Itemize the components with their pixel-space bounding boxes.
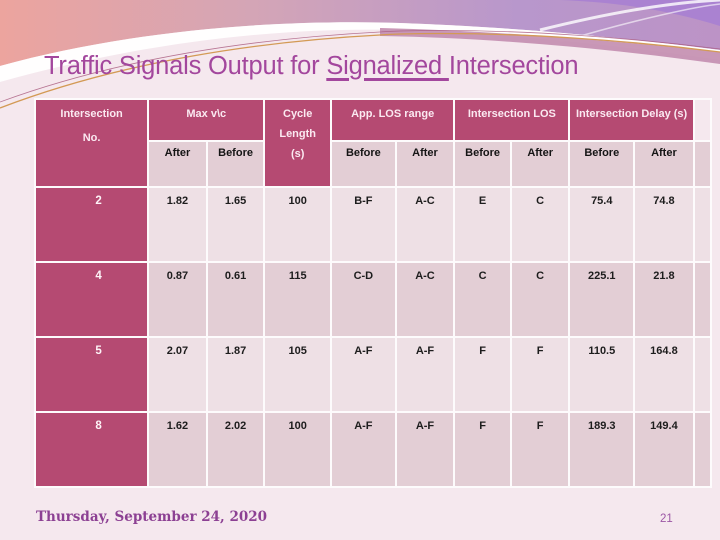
table-header-row: Intersection No. Max v\c Cycle Length (s…	[36, 100, 710, 186]
data-cell: A-F	[332, 413, 395, 486]
subheader-cell-after: After	[635, 142, 693, 186]
data-cell: 100	[265, 413, 331, 486]
data-cell: 75.4	[570, 188, 634, 261]
data-cell: 100	[265, 188, 331, 261]
table-row: 8 1.62 2.02 100 A-F A-F F F 189.3 149.4	[36, 413, 710, 486]
data-cell: 115	[265, 263, 331, 336]
decoration-white-streak-1	[539, 0, 720, 32]
data-cell: 2.07	[149, 338, 206, 411]
filler-cell	[694, 142, 710, 186]
data-cell: 1.62	[149, 413, 206, 486]
title-underlined-word: Signalized	[326, 52, 449, 80]
data-cell: E	[455, 188, 510, 261]
header-cell-intersection-no: Intersection No.	[36, 100, 148, 186]
subheader-cell-before: Before	[455, 142, 510, 186]
subheader-cell-before: Before	[207, 142, 264, 186]
data-cell: 1.87	[207, 338, 264, 411]
data-cell: 189.3	[570, 413, 634, 486]
data-cell: A-F	[332, 338, 395, 411]
data-cell: A-C	[396, 188, 454, 261]
decoration-white-streak-2	[559, 3, 720, 43]
header-label-line: No.	[82, 131, 101, 144]
table-row: 2 1.82 1.65 100 B-F A-C E C 75.4 74.8	[36, 188, 710, 261]
data-cell: 74.8	[635, 188, 693, 261]
data-cell: A-F	[396, 338, 454, 411]
row-header-cell: 5	[36, 338, 148, 411]
data-cell: 149.4	[635, 413, 693, 486]
data-cell: F	[455, 413, 510, 486]
subheader-cell-after: After	[396, 142, 454, 186]
footer-date: Thursday, September 24, 2020	[36, 509, 268, 525]
subheader-cell-before: Before	[570, 142, 634, 186]
results-table: Intersection No. Max v\c Cycle Length (s…	[34, 98, 712, 488]
data-cell: C	[511, 263, 569, 336]
data-cell: A-F	[396, 413, 454, 486]
page-title: Traffic Signals Output for Signalized In…	[44, 52, 578, 81]
filler-cell	[694, 413, 710, 486]
table-row: 4 0.87 0.61 115 C-D A-C C C 225.1 21.8	[36, 263, 710, 336]
filler-cell	[694, 338, 710, 411]
header-cell-cycle-length: Cycle Length (s)	[265, 100, 331, 186]
page-number: 21	[660, 513, 673, 525]
header-cell-max-vc: Max v\c	[149, 100, 264, 140]
title-prefix: Traffic Signals Output for	[44, 52, 327, 80]
decoration-purple-corner	[560, 0, 720, 26]
row-header-cell: 2	[36, 188, 148, 261]
data-cell: C-D	[332, 263, 395, 336]
data-cell: 21.8	[635, 263, 693, 336]
row-header-cell: 8	[36, 413, 148, 486]
data-cell: C	[511, 188, 569, 261]
subheader-cell-after: After	[511, 142, 569, 186]
data-cell: B-F	[332, 188, 395, 261]
subheader-cell-before: Before	[332, 142, 395, 186]
filler-cell	[694, 263, 710, 336]
data-cell: 1.65	[207, 188, 264, 261]
row-header-cell: 4	[36, 263, 148, 336]
data-cell: 0.87	[149, 263, 206, 336]
filler-cell	[694, 188, 710, 261]
table-row: 5 2.07 1.87 105 A-F A-F F F 110.5 164.8	[36, 338, 710, 411]
data-cell: 225.1	[570, 263, 634, 336]
data-cell: F	[455, 338, 510, 411]
data-cell: F	[511, 338, 569, 411]
data-cell: 0.61	[207, 263, 264, 336]
data-cell: 110.5	[570, 338, 634, 411]
data-cell: F	[511, 413, 569, 486]
table-subheader-row: After Before Before After Before After B…	[36, 142, 710, 186]
header-label-line: Cycle	[283, 108, 313, 120]
header-cell-intersection-los: Intersection LOS	[455, 100, 569, 140]
data-cell: 105	[265, 338, 331, 411]
data-cell: C	[455, 263, 510, 336]
header-label-line: (s)	[290, 147, 305, 160]
header-cell-intersection-delay: Intersection Delay (s)	[570, 100, 693, 140]
data-cell: A-C	[396, 263, 454, 336]
header-cell-app-los-range: App. LOS range	[332, 100, 454, 140]
subheader-cell-after: After	[149, 142, 206, 186]
data-cell: 164.8	[635, 338, 693, 411]
filler-cell	[694, 100, 710, 140]
header-label-line: Intersection	[60, 108, 123, 120]
data-cell: 1.82	[149, 188, 206, 261]
header-label-line: Length	[279, 127, 317, 140]
data-cell: 2.02	[207, 413, 264, 486]
title-suffix: Intersection	[448, 52, 579, 80]
